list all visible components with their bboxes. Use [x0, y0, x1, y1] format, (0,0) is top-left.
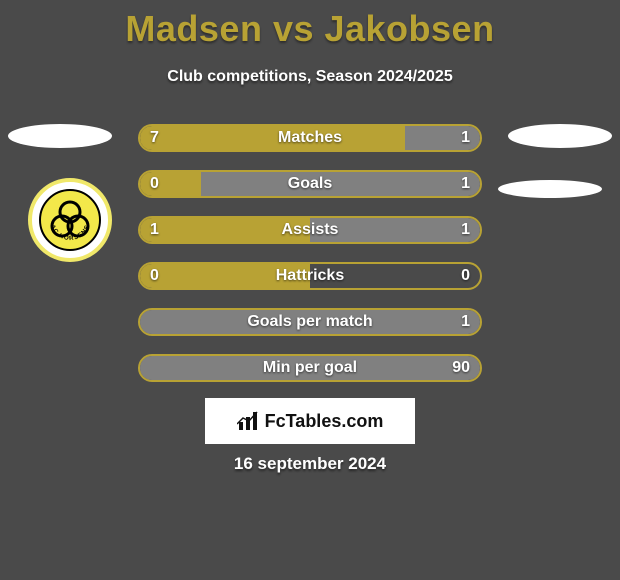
stat-row: 01Goals — [138, 170, 482, 198]
placeholder-ellipse-left — [8, 124, 112, 148]
stat-label: Matches — [140, 126, 480, 150]
stat-label: Goals — [140, 172, 480, 196]
club-badge-horsens: AC HORSENS — [28, 178, 112, 262]
placeholder-ellipse-right-2 — [498, 180, 602, 198]
stat-row: 11Assists — [138, 216, 482, 244]
stat-row: 71Matches — [138, 124, 482, 152]
placeholder-ellipse-right-1 — [508, 124, 612, 148]
chart-icon — [237, 410, 259, 432]
footer-brand: FcTables.com — [205, 398, 415, 444]
comparison-chart: 71Matches 01Goals 11Assists 00Hattricks 1Goa… — [138, 124, 482, 400]
club-badge-icon: AC HORSENS — [38, 188, 102, 252]
stat-label: Assists — [140, 218, 480, 242]
stat-row: 00Hattricks — [138, 262, 482, 290]
date-label: 16 september 2024 — [0, 454, 620, 474]
subtitle: Club competitions, Season 2024/2025 — [0, 68, 620, 86]
stat-label: Goals per match — [140, 310, 480, 334]
stat-row: 1Goals per match — [138, 308, 482, 336]
stat-label: Min per goal — [140, 356, 480, 380]
stat-label: Hattricks — [140, 264, 480, 288]
page-title: Madsen vs Jakobsen — [0, 0, 620, 50]
stat-row: 90Min per goal — [138, 354, 482, 382]
footer-brand-text: FcTables.com — [265, 411, 384, 432]
